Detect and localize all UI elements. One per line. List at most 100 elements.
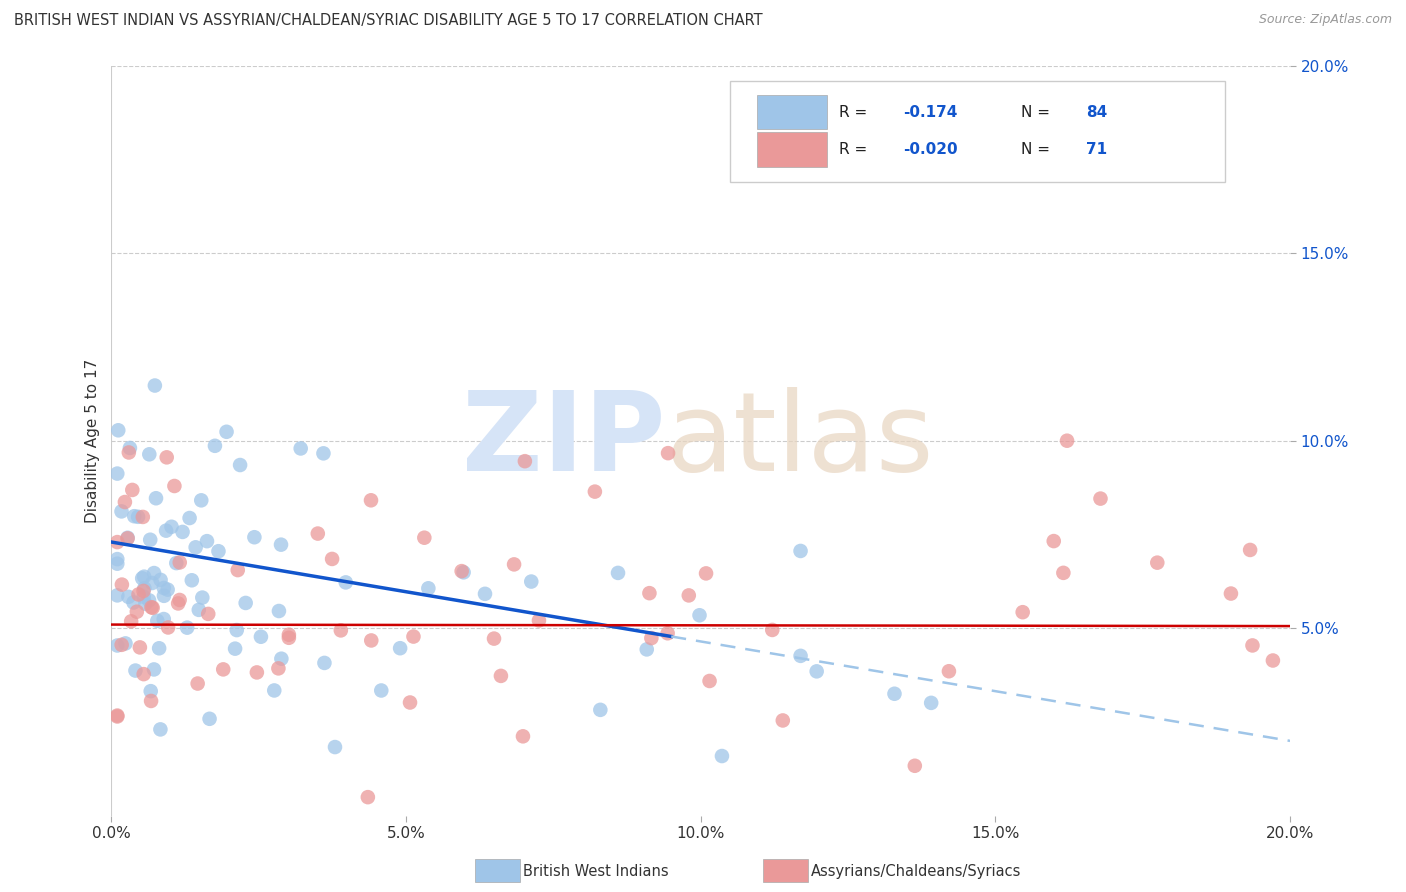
Point [134, 597, 156, 611]
Point [105, 708, 128, 723]
Point [1056, 434, 1078, 448]
Point [678, 588, 700, 602]
Point [267, 661, 290, 675]
Point [114, 636, 136, 650]
Point [121, 483, 143, 497]
Point [920, 696, 942, 710]
Y-axis label: Disability Age 5 to 17: Disability Age 5 to 17 [86, 359, 100, 523]
Point [1239, 543, 1261, 558]
Point [207, 544, 229, 558]
Point [155, 524, 177, 538]
Point [370, 683, 392, 698]
Point [503, 558, 526, 572]
Point [607, 566, 630, 580]
Point [226, 563, 249, 577]
Point [125, 605, 148, 619]
Point [117, 590, 139, 604]
Point [513, 454, 536, 468]
Text: Assyrians/Chaldeans/Syriacs: Assyrians/Chaldeans/Syriacs [811, 864, 1022, 879]
Point [1146, 556, 1168, 570]
Point [138, 447, 160, 461]
Point [132, 590, 155, 604]
Point [695, 566, 717, 581]
Point [657, 626, 679, 640]
Point [883, 687, 905, 701]
Point [157, 620, 180, 634]
Point [482, 632, 505, 646]
Text: -0.020: -0.020 [904, 142, 957, 157]
Point [321, 552, 343, 566]
Point [179, 511, 201, 525]
Point [360, 633, 382, 648]
Point [152, 612, 174, 626]
Point [153, 581, 176, 595]
Point [710, 749, 733, 764]
Text: Source: ZipAtlas.com: Source: ZipAtlas.com [1258, 13, 1392, 27]
Point [128, 640, 150, 655]
Point [413, 531, 436, 545]
Point [134, 581, 156, 595]
Point [1052, 566, 1074, 580]
Point [138, 593, 160, 607]
Point [139, 694, 162, 708]
Point [1011, 605, 1033, 619]
Point [132, 510, 155, 524]
Point [105, 709, 128, 723]
Point [250, 630, 273, 644]
Text: R =: R = [838, 142, 872, 157]
FancyBboxPatch shape [730, 80, 1225, 182]
Point [1241, 639, 1264, 653]
Point [180, 574, 202, 588]
Point [212, 662, 235, 676]
Point [638, 586, 661, 600]
Point [149, 723, 172, 737]
Point [120, 615, 142, 629]
Point [146, 614, 169, 628]
Text: N =: N = [1021, 142, 1054, 157]
Point [314, 656, 336, 670]
Point [105, 535, 128, 549]
Point [105, 467, 128, 481]
Point [323, 740, 346, 755]
Point [117, 531, 139, 545]
Text: BRITISH WEST INDIAN VS ASSYRIAN/CHALDEAN/SYRIAC DISABILITY AGE 5 TO 17 CORRELATI: BRITISH WEST INDIAN VS ASSYRIAN/CHALDEAN… [14, 13, 762, 29]
Point [527, 614, 550, 628]
Point [145, 491, 167, 506]
FancyBboxPatch shape [758, 95, 827, 129]
Point [143, 378, 166, 392]
Point [134, 569, 156, 583]
Point [141, 576, 163, 591]
Point [148, 641, 170, 656]
Point [1042, 534, 1064, 549]
Point [357, 790, 380, 805]
Point [195, 534, 218, 549]
Point [335, 575, 357, 590]
Point [143, 566, 166, 580]
Point [122, 595, 145, 609]
Point [399, 696, 422, 710]
Point [172, 524, 194, 539]
Text: 84: 84 [1085, 104, 1108, 120]
Point [263, 683, 285, 698]
Point [114, 495, 136, 509]
Point [229, 458, 252, 472]
Point [277, 628, 299, 642]
Point [153, 589, 176, 603]
Point [111, 577, 134, 591]
Text: R =: R = [838, 104, 872, 120]
Point [190, 493, 212, 508]
Point [789, 648, 811, 663]
Point [167, 597, 190, 611]
Point [789, 544, 811, 558]
Point [118, 445, 141, 459]
Point [127, 509, 149, 524]
Point [1219, 586, 1241, 600]
Point [418, 582, 440, 596]
Point [176, 621, 198, 635]
Point [224, 641, 246, 656]
Point [187, 676, 209, 690]
Point [191, 591, 214, 605]
Point [307, 526, 329, 541]
Text: N =: N = [1021, 104, 1054, 120]
Point [806, 665, 828, 679]
